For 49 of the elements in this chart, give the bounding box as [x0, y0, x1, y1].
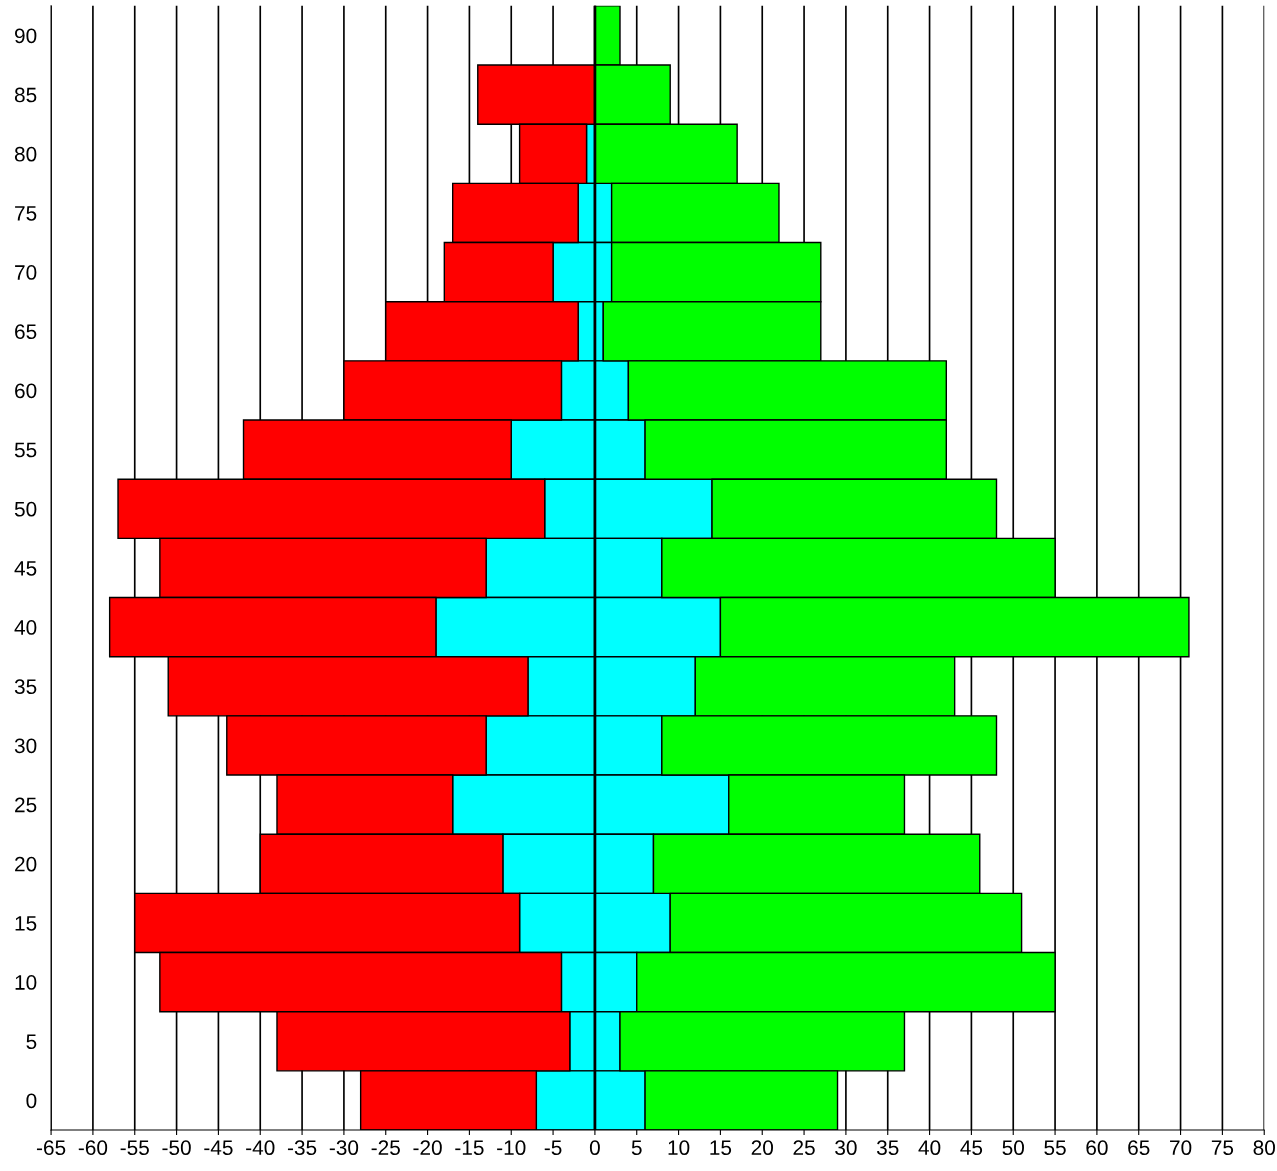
x-tick-label: -15	[455, 1140, 484, 1156]
x-tick-label: 0	[589, 1140, 600, 1156]
y-tick-label: 30	[14, 738, 37, 754]
x-tick-label: 35	[876, 1140, 899, 1156]
x-tick-label: 25	[793, 1140, 815, 1156]
x-tick-label: 65	[1128, 1140, 1150, 1156]
x-tick-label: -10	[497, 1140, 526, 1156]
y-tick-label: 40	[14, 620, 37, 635]
y-tick-label: 85	[14, 87, 37, 103]
x-tick-label: -60	[78, 1140, 108, 1156]
x-tick-label: -55	[120, 1140, 149, 1156]
y-tick-label: 10	[15, 975, 37, 990]
x-tick-label: -40	[246, 1140, 275, 1156]
y-tick-label: 90	[15, 28, 37, 44]
x-tick-label: -35	[287, 1140, 317, 1156]
y-tick-label: 60	[15, 383, 37, 399]
x-tick-label: -65	[36, 1140, 66, 1156]
y-tick-label: 70	[15, 265, 37, 280]
y-tick-label: 20	[15, 856, 37, 872]
x-tick-label: 55	[1044, 1140, 1066, 1156]
x-tick-label: 40	[918, 1140, 941, 1156]
y-tick-label: 35	[14, 679, 37, 695]
x-tick-label: -30	[329, 1140, 359, 1156]
x-tick-label: 45	[960, 1140, 983, 1156]
x-tick-label: 5	[631, 1140, 642, 1156]
x-tick-label: -45	[204, 1140, 233, 1156]
y-tick-label: 5	[26, 1034, 37, 1050]
x-tick-label: -50	[162, 1140, 191, 1156]
y-tick-label: 45	[14, 561, 37, 576]
y-tick-label: 55	[14, 442, 37, 458]
x-tick-label: 75	[1211, 1140, 1234, 1156]
x-tick-label: 30	[835, 1140, 857, 1156]
x-tick-label: 20	[751, 1140, 774, 1156]
x-tick-label: 60	[1086, 1140, 1108, 1156]
y-tick-label: 25	[15, 797, 37, 813]
x-tick-label: 10	[668, 1140, 690, 1156]
y-tick-label: 0	[26, 1093, 37, 1109]
y-tick-label: 15	[15, 916, 37, 931]
x-tick-label: -5	[544, 1140, 562, 1156]
y-tick-label: 75	[15, 206, 37, 221]
x-tick-label: 15	[710, 1140, 732, 1156]
x-tick-label: 80	[1253, 1140, 1275, 1156]
y-tick-label: 65	[15, 324, 37, 340]
x-tick-label: -25	[371, 1140, 400, 1156]
x-tick-label: -20	[413, 1140, 442, 1156]
y-tick-label: 80	[14, 146, 37, 162]
x-tick-label: 50	[1002, 1140, 1025, 1156]
x-tick-label: 70	[1170, 1140, 1192, 1156]
y-tick-label: 50	[14, 501, 37, 517]
